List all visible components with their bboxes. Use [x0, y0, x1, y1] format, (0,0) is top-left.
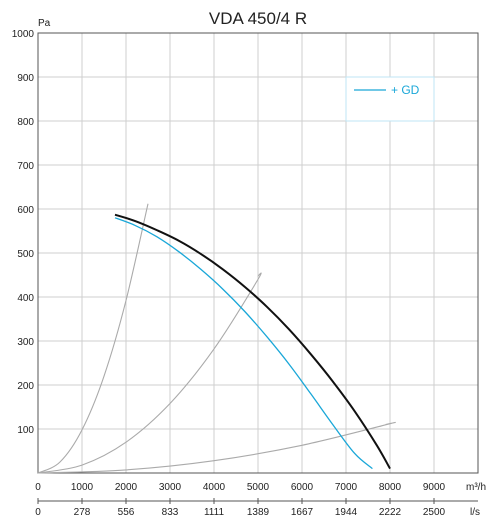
x-axis-label: m³/h [466, 482, 486, 493]
y-tick-labels: 100 200 300 400 500 600 700 800 900 1000 [12, 29, 35, 436]
y-tick-label: 100 [17, 425, 34, 436]
secondary-x-tick-label: 278 [74, 507, 91, 518]
x-tick-label: 8000 [379, 482, 402, 493]
series-line-main [114, 213, 391, 470]
x-tick-label: 7000 [335, 482, 358, 493]
y-tick-label: 1000 [12, 29, 35, 40]
y-tick-label: 800 [17, 117, 34, 128]
x-tick-label: 0 [35, 482, 41, 493]
secondary-x-tick-label: 1667 [291, 507, 314, 518]
x-tick-label: 2000 [115, 482, 138, 493]
secondary-x-tick-label: 1111 [204, 507, 224, 518]
x-tick-label: 3000 [159, 482, 182, 493]
system-curve [37, 203, 149, 474]
secondary-x-axis-label: l/s [470, 507, 480, 518]
y-tick-label: 900 [17, 73, 34, 84]
x-tick-label: 1000 [71, 482, 94, 493]
x-tick-label: 9000 [423, 482, 446, 493]
secondary-x-tick-label: 556 [118, 507, 135, 518]
x-tick-label: 4000 [203, 482, 226, 493]
plot-frame [37, 32, 479, 474]
legend-box [345, 76, 435, 122]
y-tick-label: 600 [17, 205, 34, 216]
legend-label: + GD [391, 83, 420, 97]
series-lines [114, 213, 391, 470]
x-tick-labels: 0 1000 2000 3000 4000 5000 6000 7000 8000 9000 [35, 482, 445, 493]
system-curve [37, 272, 262, 474]
secondary-x-tick-labels: 0 278 556 833 1111 1389 1667 1944 2222 2500 [35, 498, 446, 518]
series-line-gd [114, 217, 373, 470]
x-tick-label: 6000 [291, 482, 314, 493]
y-tick-label: 300 [17, 337, 34, 348]
legend: + GD [345, 76, 435, 122]
secondary-x-tick-label: 1944 [335, 507, 358, 518]
secondary-x-tick-label: 1389 [247, 507, 270, 518]
x-tick-label: 5000 [247, 482, 270, 493]
secondary-x-tick-label: 0 [35, 507, 41, 518]
chart-title: VDA 450/4 R [209, 9, 307, 28]
secondary-x-tick-label: 2500 [423, 507, 446, 518]
y-tick-label: 500 [17, 249, 34, 260]
secondary-x-tick-label: 833 [162, 507, 179, 518]
y-tick-label: 200 [17, 381, 34, 392]
system-curves [37, 203, 396, 474]
y-tick-label: 700 [17, 161, 34, 172]
system-curve [37, 421, 396, 474]
y-axis-label: Pa [38, 18, 51, 29]
grid [38, 33, 478, 473]
secondary-x-tick-label: 2222 [379, 507, 402, 518]
y-tick-label: 400 [17, 293, 34, 304]
